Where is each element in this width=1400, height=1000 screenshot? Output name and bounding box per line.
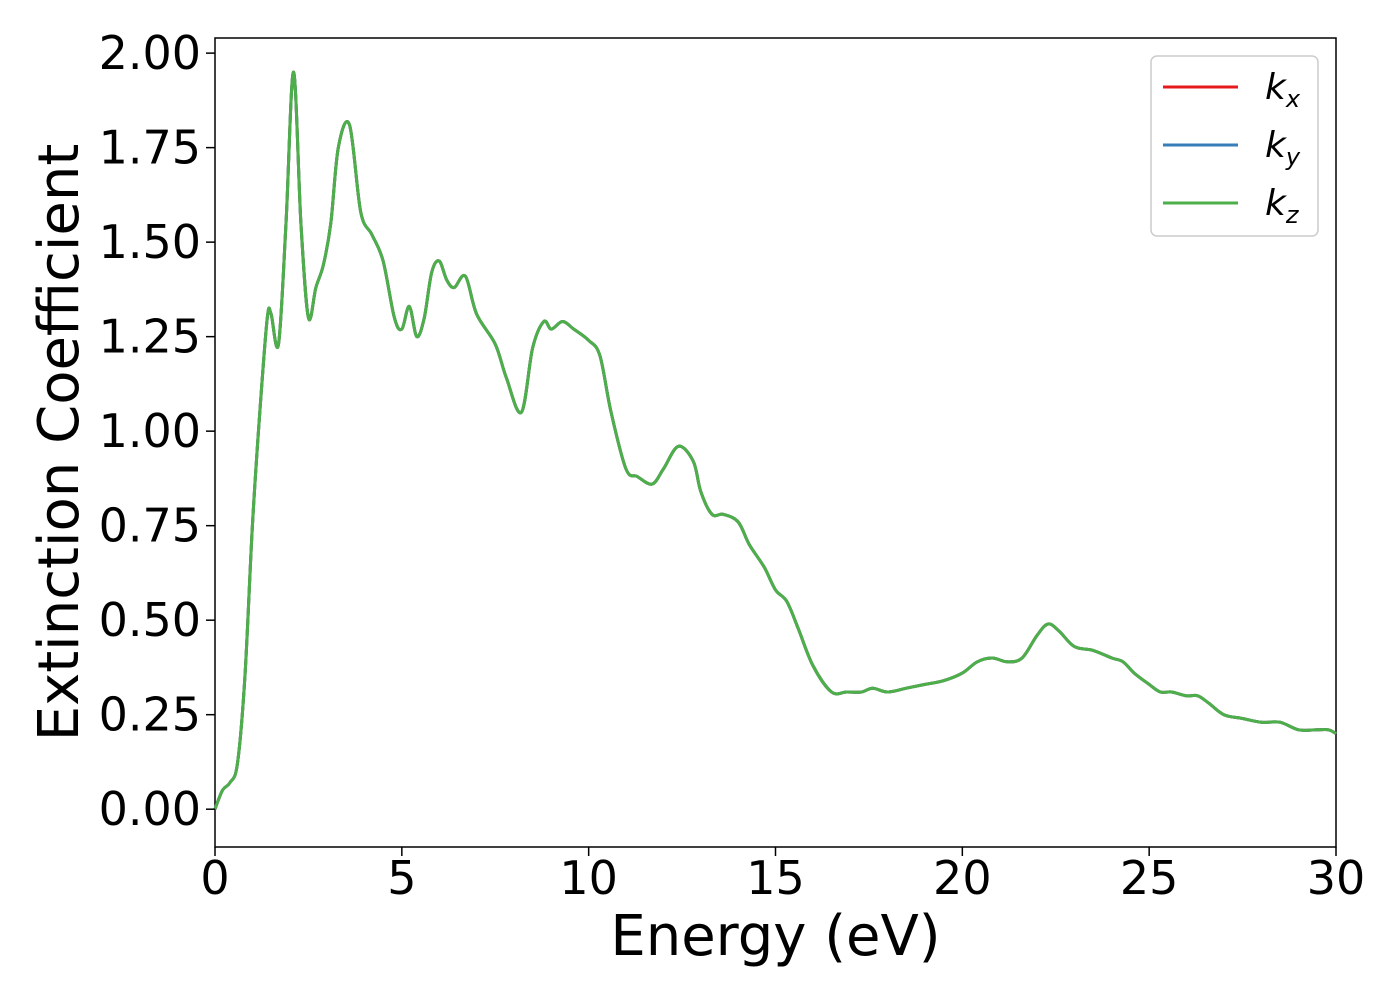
legend-label: kz: [1265, 183, 1300, 229]
y-tick-label: 1.00: [99, 404, 201, 458]
series-line-kz: [213, 70, 1337, 810]
x-tick-label: 15: [746, 851, 805, 905]
series-layer: [213, 70, 1337, 810]
y-tick-label: 1.75: [99, 121, 201, 175]
x-tick-label: 10: [559, 851, 618, 905]
y-tick-label: 0.75: [99, 499, 201, 553]
y-tick-label: 0.00: [99, 782, 201, 836]
y-tick-label: 1.25: [99, 310, 201, 364]
x-tick-label: 30: [1307, 851, 1366, 905]
y-axis-title: Extinction Coefficient: [27, 144, 92, 742]
x-tick-label: 20: [933, 851, 992, 905]
y-tick-label: 0.50: [99, 593, 201, 647]
x-tick-label: 0: [200, 851, 229, 905]
y-tick-label: 1.50: [99, 215, 201, 269]
y-axis: 0.00 0.25 0.50 0.75 1.00 1.25 1.50 1.75 2.00: [99, 26, 215, 836]
y-tick-label: 2.00: [99, 26, 201, 80]
x-axis: 0 5 10 15 20 25 30: [200, 847, 1365, 905]
x-tick-label: 5: [387, 851, 416, 905]
legend: kx ky kz: [1150, 55, 1319, 237]
x-tick-label: 25: [1120, 851, 1179, 905]
x-axis-title: Energy (eV): [610, 904, 940, 969]
legend-label: kx: [1265, 67, 1301, 113]
y-tick-label: 0.25: [99, 688, 201, 742]
legend-label: ky: [1265, 125, 1301, 171]
